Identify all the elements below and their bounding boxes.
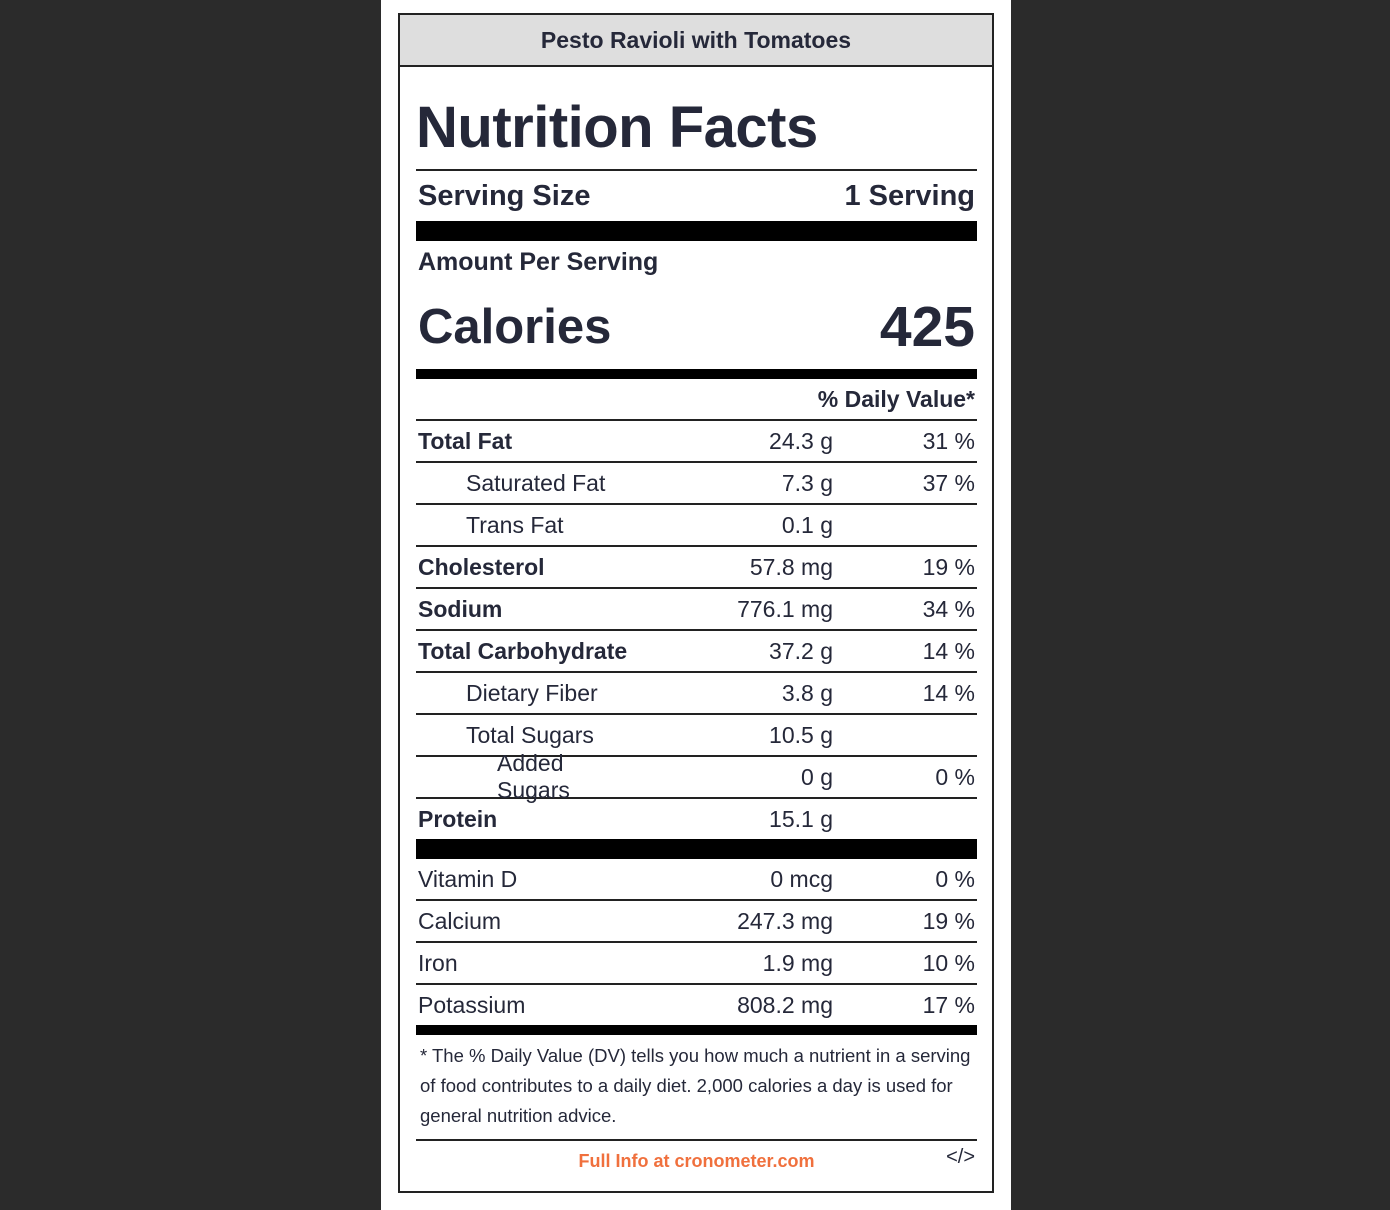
nutrient-dv: 19 % (922, 553, 975, 580)
calories-row: Calories 425 (416, 284, 977, 369)
label-content: Nutrition Facts Serving Size 1 Serving A… (400, 99, 992, 1181)
vitamin-row-iron: Iron 1.9 mg 10 % (416, 943, 977, 985)
nutrient-name: Cholesterol (418, 553, 545, 580)
calories-value: 425 (879, 294, 975, 359)
divider-medium (416, 1025, 977, 1035)
vitamin-name: Iron (418, 949, 458, 976)
nutrition-facts-heading: Nutrition Facts (416, 99, 977, 171)
vitamin-dv: 17 % (922, 991, 975, 1018)
nutrient-name: Total Carbohydrate (418, 637, 628, 664)
nutrient-dv: 0 % (935, 763, 975, 790)
nutrient-amount: 10.5 g (769, 721, 833, 748)
vitamin-row-calcium: Calcium 247.3 mg 19 % (416, 901, 977, 943)
nutrient-amount: 7.3 g (781, 469, 833, 496)
divider-medium (416, 369, 977, 379)
vitamin-amount: 808.2 mg (737, 991, 833, 1018)
nutrient-name: Trans Fat (466, 511, 564, 538)
nutrient-dv: 37 % (922, 469, 975, 496)
nutrient-row-cholesterol: Cholesterol 57.8 mg 19 % (416, 547, 977, 589)
nutrient-amount: 776.1 mg (737, 595, 833, 622)
cronometer-link[interactable]: Full Info at cronometer.com (578, 1151, 815, 1171)
nutrient-row-saturated-fat: Saturated Fat 7.3 g 37 % (416, 463, 977, 505)
vitamin-dv: 19 % (922, 907, 975, 934)
nutrient-name: Saturated Fat (466, 469, 606, 496)
nutrient-row-sodium: Sodium 776.1 mg 34 % (416, 589, 977, 631)
serving-size-value: 1 Serving (844, 179, 975, 212)
vitamin-amount: 0 mcg (770, 865, 833, 892)
vitamin-row-potassium: Potassium 808.2 mg 17 % (416, 985, 977, 1025)
nutrient-amount: 37.2 g (769, 637, 833, 664)
nutrient-name: Added Sugars (497, 750, 570, 803)
nutrient-amount: 57.8 mg (749, 553, 833, 580)
nutrient-dv: 14 % (922, 679, 975, 706)
nutrient-name: Sodium (418, 595, 503, 622)
nutrient-row-total-fat: Total Fat 24.3 g 31 % (416, 421, 977, 463)
daily-value-footnote: * The % Daily Value (DV) tells you how m… (416, 1035, 977, 1141)
vitamin-amount: 1.9 mg (762, 949, 833, 976)
vitamin-amount: 247.3 mg (737, 907, 833, 934)
nutrient-dv: 34 % (922, 595, 975, 622)
nutrient-amount: 3.8 g (781, 679, 833, 706)
nutrient-name: Total Sugars (466, 721, 594, 748)
nutrient-row-added-sugars: Added Sugars 0 g 0 % (416, 750, 977, 803)
nutrient-row-dietary-fiber: Dietary Fiber 3.8 g 14 % (416, 673, 977, 715)
nutrient-row-total-carbohydrate: Total Carbohydrate 37.2 g 14 % (416, 631, 977, 673)
nutrient-row-protein: Protein 15.1 g (416, 799, 977, 839)
vitamin-dv: 0 % (935, 865, 975, 892)
divider-thick (416, 839, 977, 859)
serving-size-row: Serving Size 1 Serving (416, 171, 977, 221)
nutrient-amount: 15.1 g (769, 805, 833, 832)
divider-thick (416, 221, 977, 241)
nutrient-amount: 24.3 g (769, 427, 833, 454)
nutrient-amount: 0 g (801, 763, 833, 790)
vitamin-row-vitamin-d: Vitamin D 0 mcg 0 % (416, 859, 977, 901)
nutrient-amount: 0.1 g (781, 511, 833, 538)
vitamin-name: Vitamin D (418, 865, 518, 892)
vitamin-name: Calcium (418, 907, 502, 934)
page: Pesto Ravioli with Tomatoes Nutrition Fa… (381, 0, 1011, 1210)
label-footer: Full Info at cronometer.com </> (416, 1141, 977, 1181)
vitamin-dv: 10 % (922, 949, 975, 976)
calories-label: Calories (418, 299, 612, 354)
nutrient-name: Total Fat (418, 427, 513, 454)
nutrient-dv: 31 % (922, 427, 975, 454)
serving-size-label: Serving Size (418, 179, 591, 212)
amount-per-serving: Amount Per Serving (418, 248, 659, 276)
nutrient-row-trans-fat: Trans Fat 0.1 g (416, 505, 977, 547)
embed-code-icon[interactable]: </> (946, 1146, 975, 1168)
nutrient-dv: 14 % (922, 637, 975, 664)
nutrient-name: Protein (418, 805, 498, 832)
daily-value-header: % Daily Value* (416, 379, 977, 421)
nutrient-row-total-sugars: Total Sugars 10.5 g (416, 715, 977, 757)
recipe-title: Pesto Ravioli with Tomatoes (400, 15, 992, 67)
nutrition-label: Pesto Ravioli with Tomatoes Nutrition Fa… (398, 13, 994, 1193)
nutrient-name: Dietary Fiber (466, 679, 598, 706)
vitamin-name: Potassium (418, 991, 526, 1018)
